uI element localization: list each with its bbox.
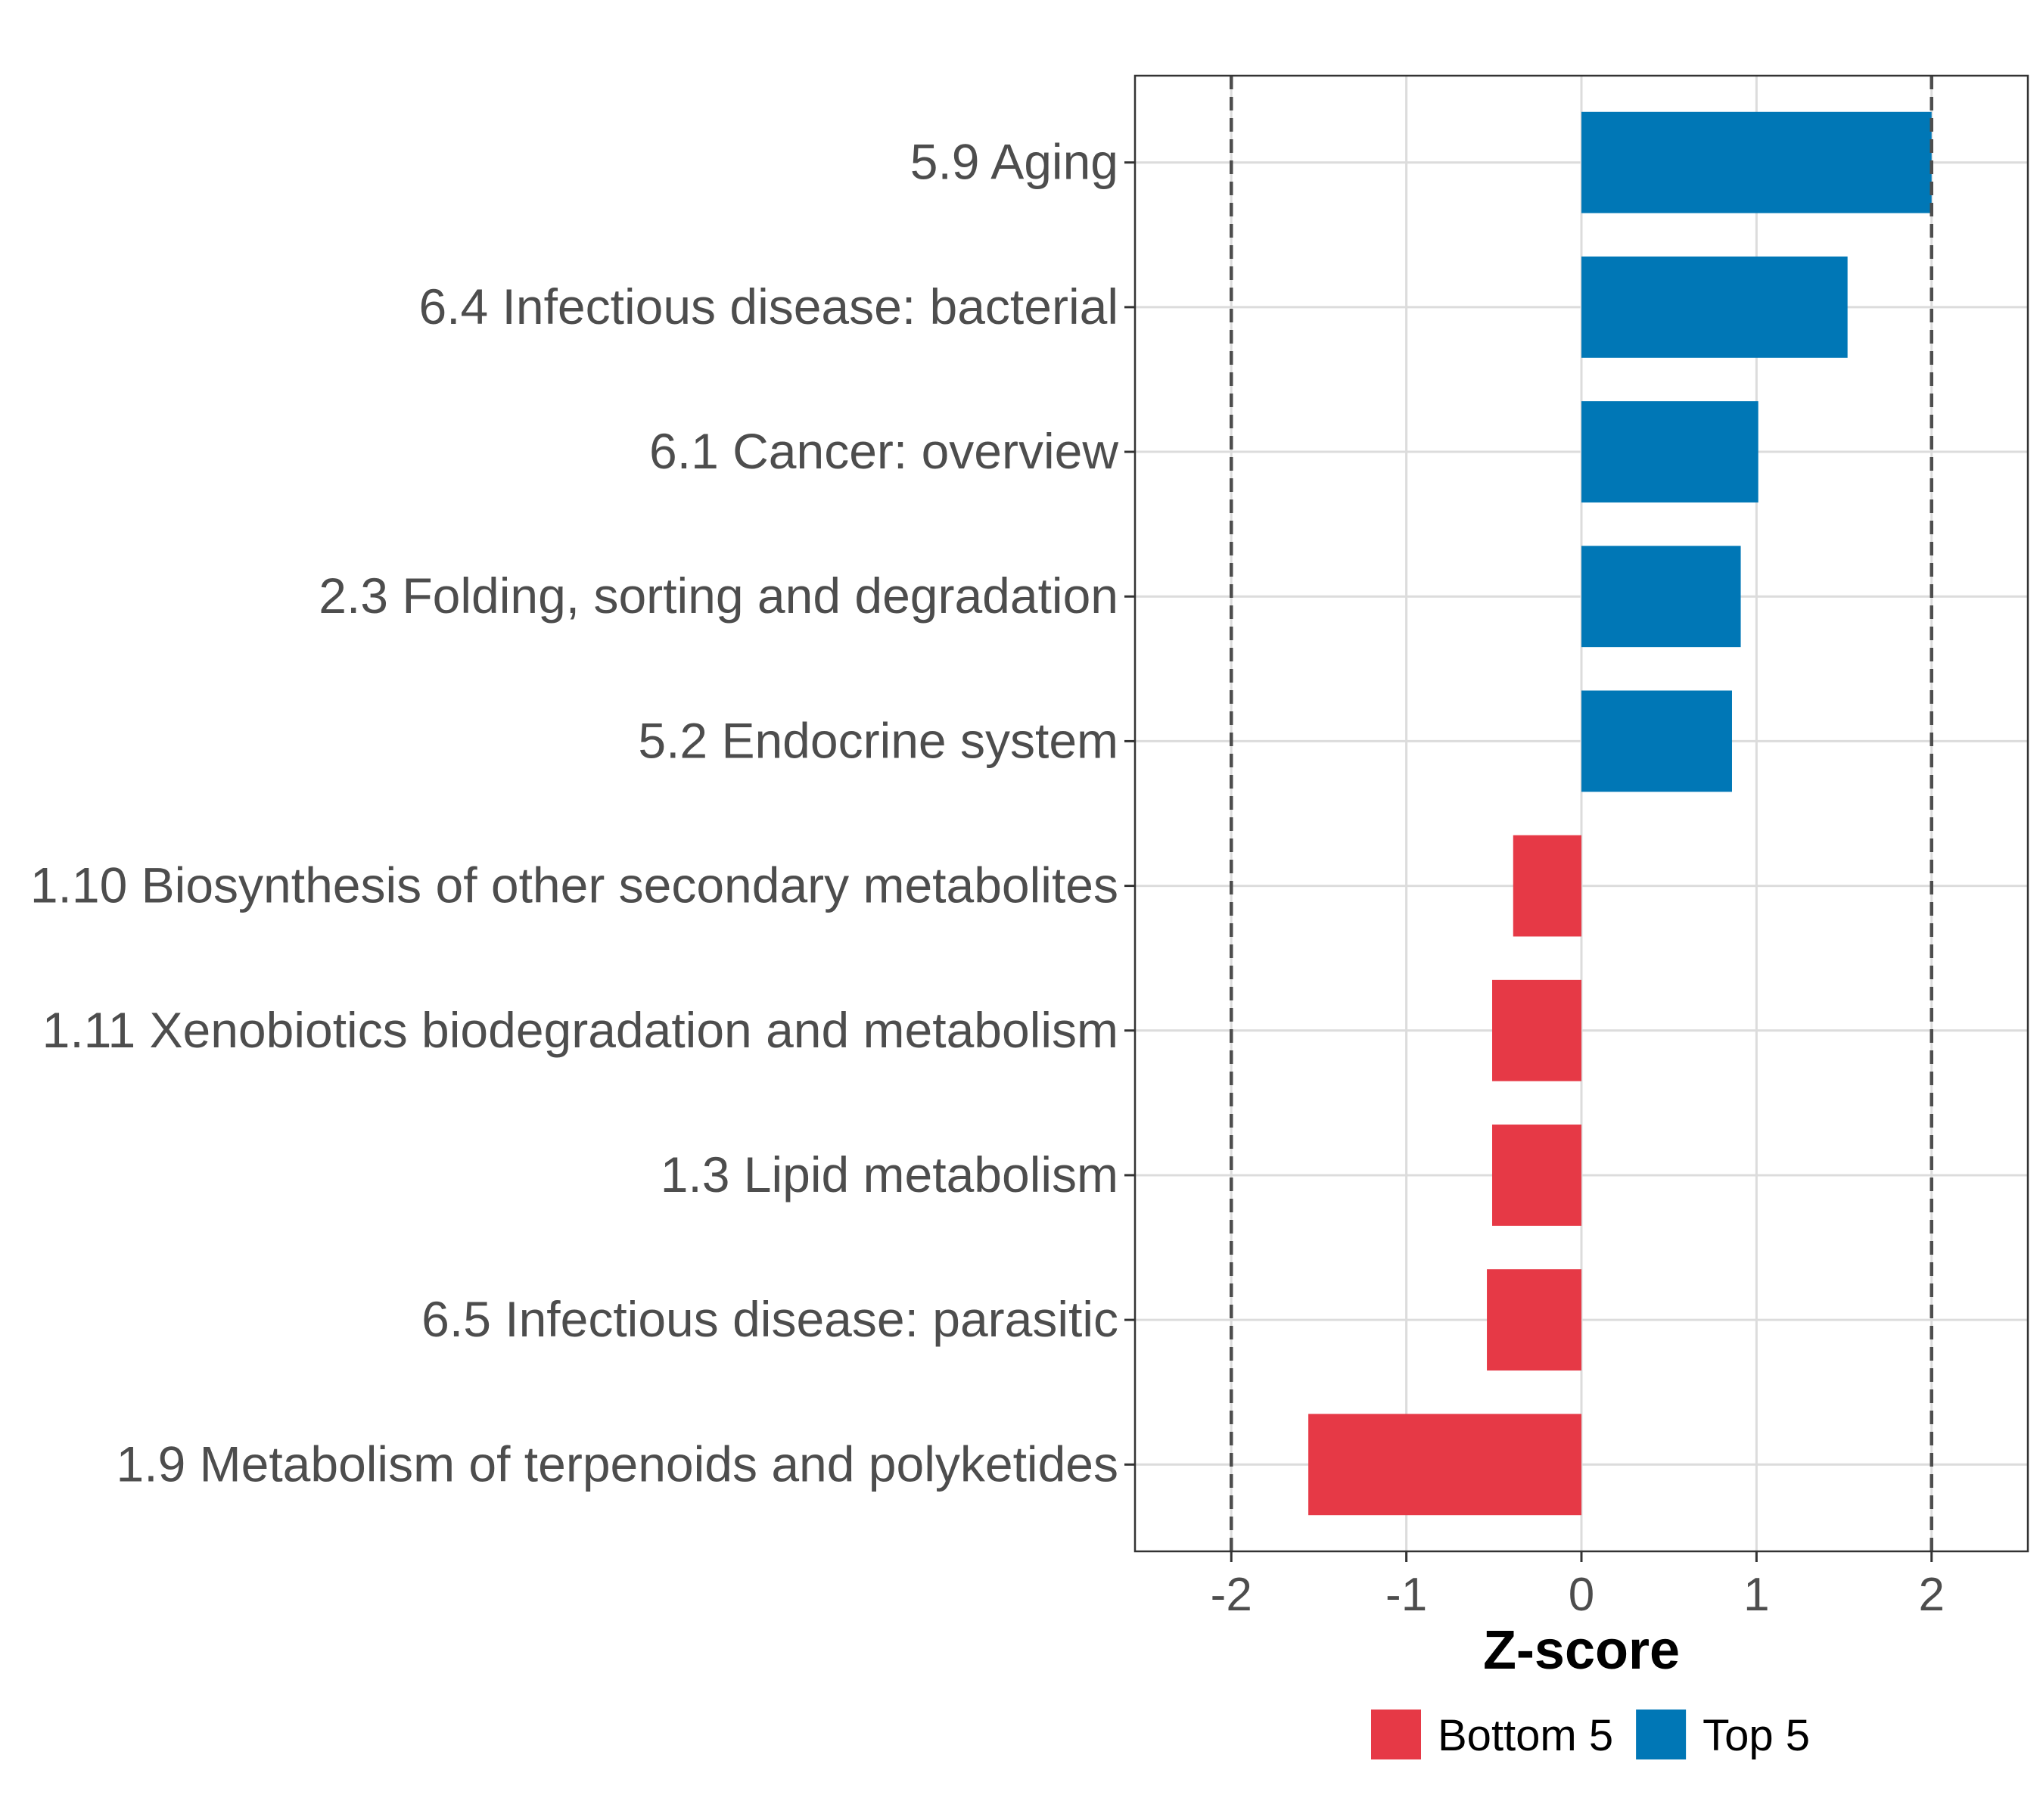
- y-axis: 5.9 Aging 6.4 Infectious disease: bacteri…: [30, 134, 1135, 1492]
- x-tick-label: -1: [1385, 1569, 1427, 1621]
- legend-label-2: Top 5: [1702, 1711, 1810, 1760]
- legend-swatch-2: [1636, 1710, 1687, 1759]
- bar-5: [1581, 690, 1732, 792]
- x-tick-label: 1: [1743, 1569, 1769, 1621]
- bar-1: [1581, 111, 1932, 213]
- x-tick-label: 2: [1919, 1569, 1945, 1621]
- x-axis: -2 -1 0 1 2: [1211, 1551, 1945, 1621]
- bar-2: [1581, 256, 1848, 358]
- x-tick-label: -2: [1211, 1569, 1252, 1621]
- category-label: 5.2 Endocrine system: [638, 712, 1118, 768]
- category-label: 5.9 Aging: [910, 134, 1118, 190]
- category-label: 2.3 Folding, sorting and degradation: [319, 568, 1118, 624]
- bar-6: [1513, 835, 1581, 937]
- legend-swatch-1: [1371, 1710, 1421, 1759]
- category-label: 1.9 Metabolism of terpenoids and polyket…: [117, 1436, 1118, 1492]
- bar-4: [1581, 546, 1741, 648]
- bar-8: [1492, 1125, 1581, 1226]
- category-label: 6.4 Infectious disease: bacterial: [418, 278, 1118, 334]
- x-axis-title: Z-score: [1483, 1620, 1680, 1681]
- bar-layer: [1308, 111, 1932, 1516]
- bar-9: [1487, 1269, 1581, 1371]
- category-label: 1.10 Biosynthesis of other secondary met…: [30, 857, 1118, 913]
- reference-line-layer: [1230, 76, 1933, 1551]
- legend-label-1: Bottom 5: [1438, 1711, 1613, 1760]
- x-tick-label: 0: [1569, 1569, 1594, 1621]
- category-label: 6.1 Cancer: overview: [649, 423, 1118, 479]
- bar-7: [1492, 979, 1581, 1081]
- category-label: 1.11 Xenobiotics biodegradation and meta…: [42, 1002, 1118, 1058]
- bar-10: [1308, 1414, 1581, 1516]
- category-label: 1.3 Lipid metabolism: [661, 1146, 1118, 1202]
- category-label: 6.5 Infectious disease: parasitic: [421, 1291, 1118, 1347]
- legend: Bottom 5 Top 5: [1371, 1710, 1810, 1760]
- bar-3: [1581, 401, 1758, 502]
